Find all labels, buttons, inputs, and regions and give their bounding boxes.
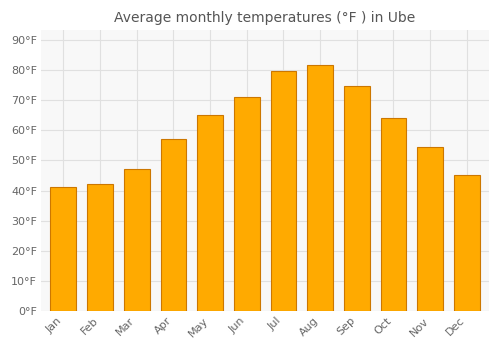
Bar [344, 86, 370, 311]
Bar [454, 175, 479, 311]
Bar [50, 188, 76, 311]
Bar [87, 184, 113, 311]
Title: Average monthly temperatures (°F ) in Ube: Average monthly temperatures (°F ) in Ub… [114, 11, 416, 25]
Bar [234, 97, 260, 311]
Bar [418, 147, 443, 311]
Bar [160, 139, 186, 311]
Bar [197, 115, 223, 311]
Bar [308, 65, 333, 311]
Bar [270, 71, 296, 311]
Bar [124, 169, 150, 311]
Bar [380, 118, 406, 311]
